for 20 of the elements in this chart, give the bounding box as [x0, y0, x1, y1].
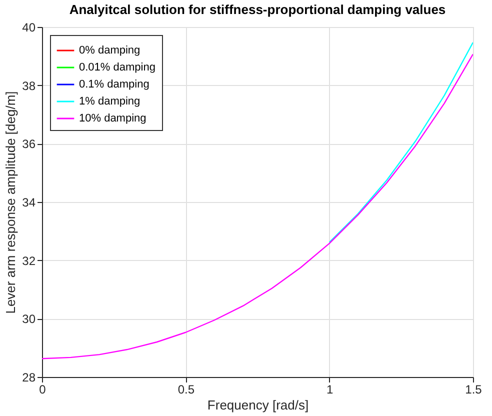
- legend-label: 0% damping: [79, 44, 140, 56]
- chart-title: Analyitcal solution for stiffness-proportional damping values: [69, 2, 446, 17]
- x-tick-label: 1: [326, 382, 334, 396]
- y-tick-label: 32: [22, 254, 36, 268]
- y-tick-label: 38: [22, 78, 36, 93]
- y-tick-label: 36: [22, 137, 36, 152]
- x-tick-label: 1.5: [465, 382, 482, 396]
- y-tick-label: 34: [22, 196, 36, 210]
- legend-label: 10% damping: [79, 112, 146, 124]
- x-tick-label: 0.5: [178, 382, 195, 396]
- y-axis-title: Lever arm response amplitude [deg/m]: [3, 91, 18, 314]
- x-tick-label: 0: [39, 382, 46, 396]
- y-tick-label: 40: [22, 20, 36, 34]
- legend-label: 0.1% damping: [79, 78, 150, 90]
- line-series: [328, 42, 473, 243]
- x-axis-title: Frequency [rad/s]: [207, 398, 309, 412]
- y-tick-label: 30: [22, 312, 36, 326]
- legend-label: 0.01% damping: [79, 62, 156, 74]
- legend-label: 1% damping: [79, 96, 140, 108]
- y-tick-label: 28: [22, 370, 36, 384]
